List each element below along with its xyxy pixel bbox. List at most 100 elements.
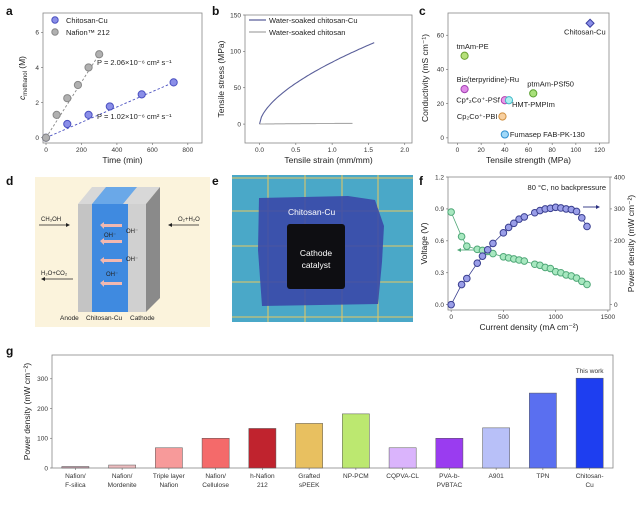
- x-tick-label: 800: [182, 147, 193, 154]
- bar: [248, 428, 277, 469]
- category-label: Grafted: [298, 473, 320, 480]
- arrow-head: [66, 223, 70, 227]
- point-label: ptmAm-PSf50: [527, 79, 574, 88]
- y2-tick-label: 100: [614, 270, 625, 277]
- panel-label-d: d: [6, 174, 13, 188]
- y-tick-label: 0.6: [435, 238, 444, 245]
- data-point: [63, 94, 72, 103]
- y-axis-label-unit: (M): [17, 56, 27, 71]
- category-label: Mordenite: [108, 482, 137, 489]
- data-point: [84, 110, 93, 119]
- point-label: Chitosan-Cu: [564, 27, 606, 36]
- x-tick-label: 2.0: [400, 147, 409, 154]
- category-label: Nafion/: [65, 473, 86, 480]
- panel-g-power-density-bars: 0 100 200 300 Power density (mW cm⁻²) Nafion/…: [22, 354, 614, 489]
- ion-label: OH⁻: [104, 233, 116, 239]
- category-label: F-silica: [65, 482, 86, 489]
- y-tick-label: 6: [35, 30, 39, 37]
- point-label: tmAm-PE: [457, 42, 489, 51]
- voltage-point: [520, 257, 529, 265]
- panel-label-a: a: [6, 4, 13, 18]
- ion-arrow: [100, 257, 122, 264]
- voltage-point: [489, 249, 497, 258]
- y-tick-label: 0.3: [435, 270, 444, 277]
- panel-label-f: f: [419, 174, 424, 188]
- bar: [435, 438, 464, 469]
- power-point: [504, 223, 513, 232]
- anode-input-label: CH₃OH: [41, 217, 61, 223]
- bar: [342, 413, 370, 469]
- stress-strain-curve: [259, 122, 353, 125]
- point-label: Fumasep FAB-PK-130: [510, 130, 585, 139]
- x-tick-label: 20: [478, 147, 486, 154]
- x-tick-label: 60: [525, 147, 533, 154]
- cathode-catalyst-area: [287, 224, 345, 289]
- y-tick-label: 1.2: [435, 174, 444, 181]
- data-point: [63, 119, 72, 129]
- y-tick-label: 0: [237, 121, 241, 128]
- data-point: [529, 89, 538, 98]
- x-tick-label: 0: [449, 314, 453, 321]
- x-axis-label: Tensile strain (mm/mm): [284, 155, 372, 165]
- data-point: [52, 110, 61, 119]
- anode-output-label: H₂O+CO₂: [41, 271, 68, 277]
- y-tick-label: 100: [230, 49, 241, 56]
- x-tick-label: 1000: [548, 314, 563, 321]
- category-label: A901: [489, 473, 505, 480]
- ion-arrow: [100, 280, 122, 287]
- condition-annotation: 80 °C, no backpressure: [528, 183, 606, 192]
- power-point: [499, 229, 508, 237]
- arrow-head: [168, 223, 172, 227]
- panel-e-membrane-photo: Chitosan-Cu Cathode catalyst: [232, 175, 413, 322]
- arrow-head: [457, 248, 461, 252]
- data-point: [84, 63, 93, 72]
- plot-frame: [244, 14, 413, 144]
- ion-label: OH⁻: [126, 229, 138, 235]
- category-label: 212: [257, 482, 268, 489]
- y-tick-label: 0.0: [435, 302, 444, 309]
- power-point: [520, 213, 529, 221]
- data-point: [41, 133, 51, 142]
- x-axis-label: Time (min): [102, 155, 142, 165]
- plot-frame: [42, 12, 203, 144]
- x-tick-label: 500: [498, 314, 509, 321]
- ion-arrow: [100, 222, 122, 229]
- power-point: [510, 219, 518, 228]
- category-label: NP-PCM: [343, 473, 369, 480]
- panel-d-cell-diagram: OH⁻ OH⁻ OH⁻ OH⁻ CH₃OH H₂O+CO₂ O₂+H₂O Ano…: [35, 177, 210, 327]
- power-point: [473, 259, 482, 267]
- y-tick-label: 60: [437, 33, 445, 40]
- category-label: Nafion/: [112, 473, 133, 480]
- membrane-label: Chitosan-Cu: [288, 207, 336, 217]
- x-tick-label: 1.5: [364, 147, 373, 154]
- power-point: [447, 300, 455, 309]
- power-point: [489, 239, 497, 248]
- x-tick-label: 100: [570, 147, 581, 154]
- legend-label: Chitosan-Cu: [66, 16, 108, 25]
- power-point: [463, 274, 471, 283]
- this-work-annotation: This work: [576, 368, 605, 375]
- legend-marker: [51, 16, 59, 24]
- y-tick-label: 50: [234, 85, 242, 92]
- point-label: Cp₂Co⁺-PBI: [457, 112, 498, 121]
- data-point: [73, 80, 83, 90]
- bar: [61, 466, 90, 469]
- bar: [529, 392, 557, 469]
- bar: [108, 464, 136, 469]
- data-point: [504, 96, 514, 105]
- power-point: [577, 214, 586, 222]
- category-label: Cellulose: [202, 482, 229, 489]
- legend-label: Nafion™ 212: [66, 28, 110, 37]
- point-label: HMT-PMPIm: [512, 100, 555, 109]
- anode-layer: [78, 204, 92, 312]
- category-label: Chitosan-: [576, 473, 604, 480]
- data-point: [105, 102, 114, 111]
- cathode-input-label: O₂+H₂O: [178, 217, 200, 223]
- category-label: Nafion/: [205, 473, 226, 480]
- x-tick-label: 0: [456, 147, 460, 154]
- plot-frame: [51, 354, 614, 469]
- data-point: [500, 130, 509, 139]
